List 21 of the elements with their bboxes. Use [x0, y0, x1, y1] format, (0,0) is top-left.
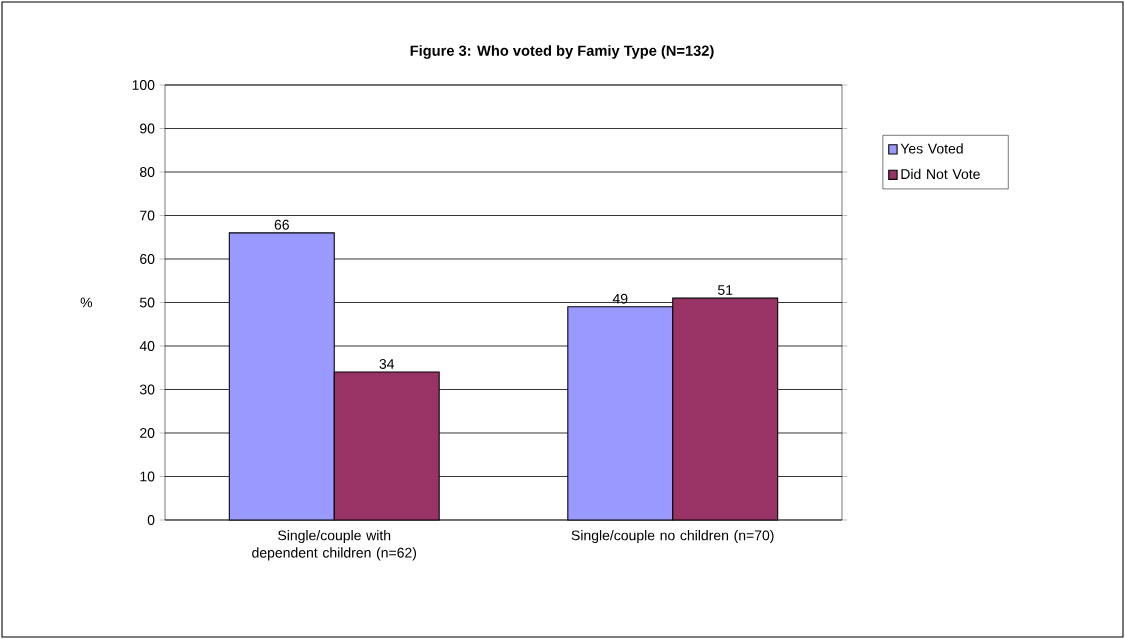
legend-label: Did Not Vote — [901, 168, 980, 180]
data-label: 51 — [718, 285, 733, 295]
y-tick-label: 60 — [140, 254, 155, 264]
y-tick-label: 90 — [140, 123, 155, 134]
x-tick-label: Single/couple with dependent children (n=62) — [252, 530, 417, 561]
y-tick-label: 20 — [140, 428, 155, 438]
y-axis-title: % — [80, 297, 93, 308]
y-tick-label: 10 — [140, 471, 155, 482]
data-label: 34 — [379, 358, 395, 369]
data-label: 49 — [612, 293, 628, 304]
y-tick-label: 80 — [140, 167, 155, 177]
chart-title: Figure 3: Who voted by Famiy Type (N=132) — [410, 45, 714, 59]
y-tick-label: 50 — [139, 297, 155, 308]
data-label: 66 — [274, 219, 289, 230]
y-tick-label: 100 — [132, 80, 155, 90]
y-tick-label: 30 — [139, 384, 155, 395]
x-tick-label: Single/couple no children (n=70) — [571, 530, 774, 544]
y-tick-label: 40 — [139, 341, 155, 351]
y-tick-label: 70 — [140, 210, 155, 221]
y-tick-label: 0 — [147, 515, 155, 525]
legend-label: Yes Voted — [900, 143, 963, 154]
